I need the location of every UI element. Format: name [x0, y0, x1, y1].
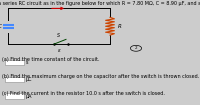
Text: C: C: [0, 24, 2, 29]
Text: ε: ε: [58, 48, 60, 53]
FancyBboxPatch shape: [5, 77, 24, 82]
FancyBboxPatch shape: [5, 60, 24, 65]
FancyBboxPatch shape: [5, 93, 24, 99]
Text: (b) Find the maximum charge on the capacitor after the switch is thrown closed.: (b) Find the maximum charge on the capac…: [2, 74, 199, 79]
Text: (a) Find the time constant of the circuit.: (a) Find the time constant of the circui…: [2, 57, 100, 62]
Text: s: s: [26, 60, 28, 65]
Text: R: R: [118, 24, 122, 29]
Text: µC: µC: [26, 77, 32, 82]
Text: S: S: [57, 33, 61, 38]
Text: 2: 2: [135, 46, 137, 50]
Text: (c) Find the current in the resistor 10.0 s after the switch is closed.: (c) Find the current in the resistor 10.…: [2, 91, 165, 96]
Text: µA: µA: [26, 94, 32, 99]
Text: Consider a series RC circuit as in the figure below for which R = 7.80 MΩ, C = 8: Consider a series RC circuit as in the f…: [0, 1, 200, 6]
